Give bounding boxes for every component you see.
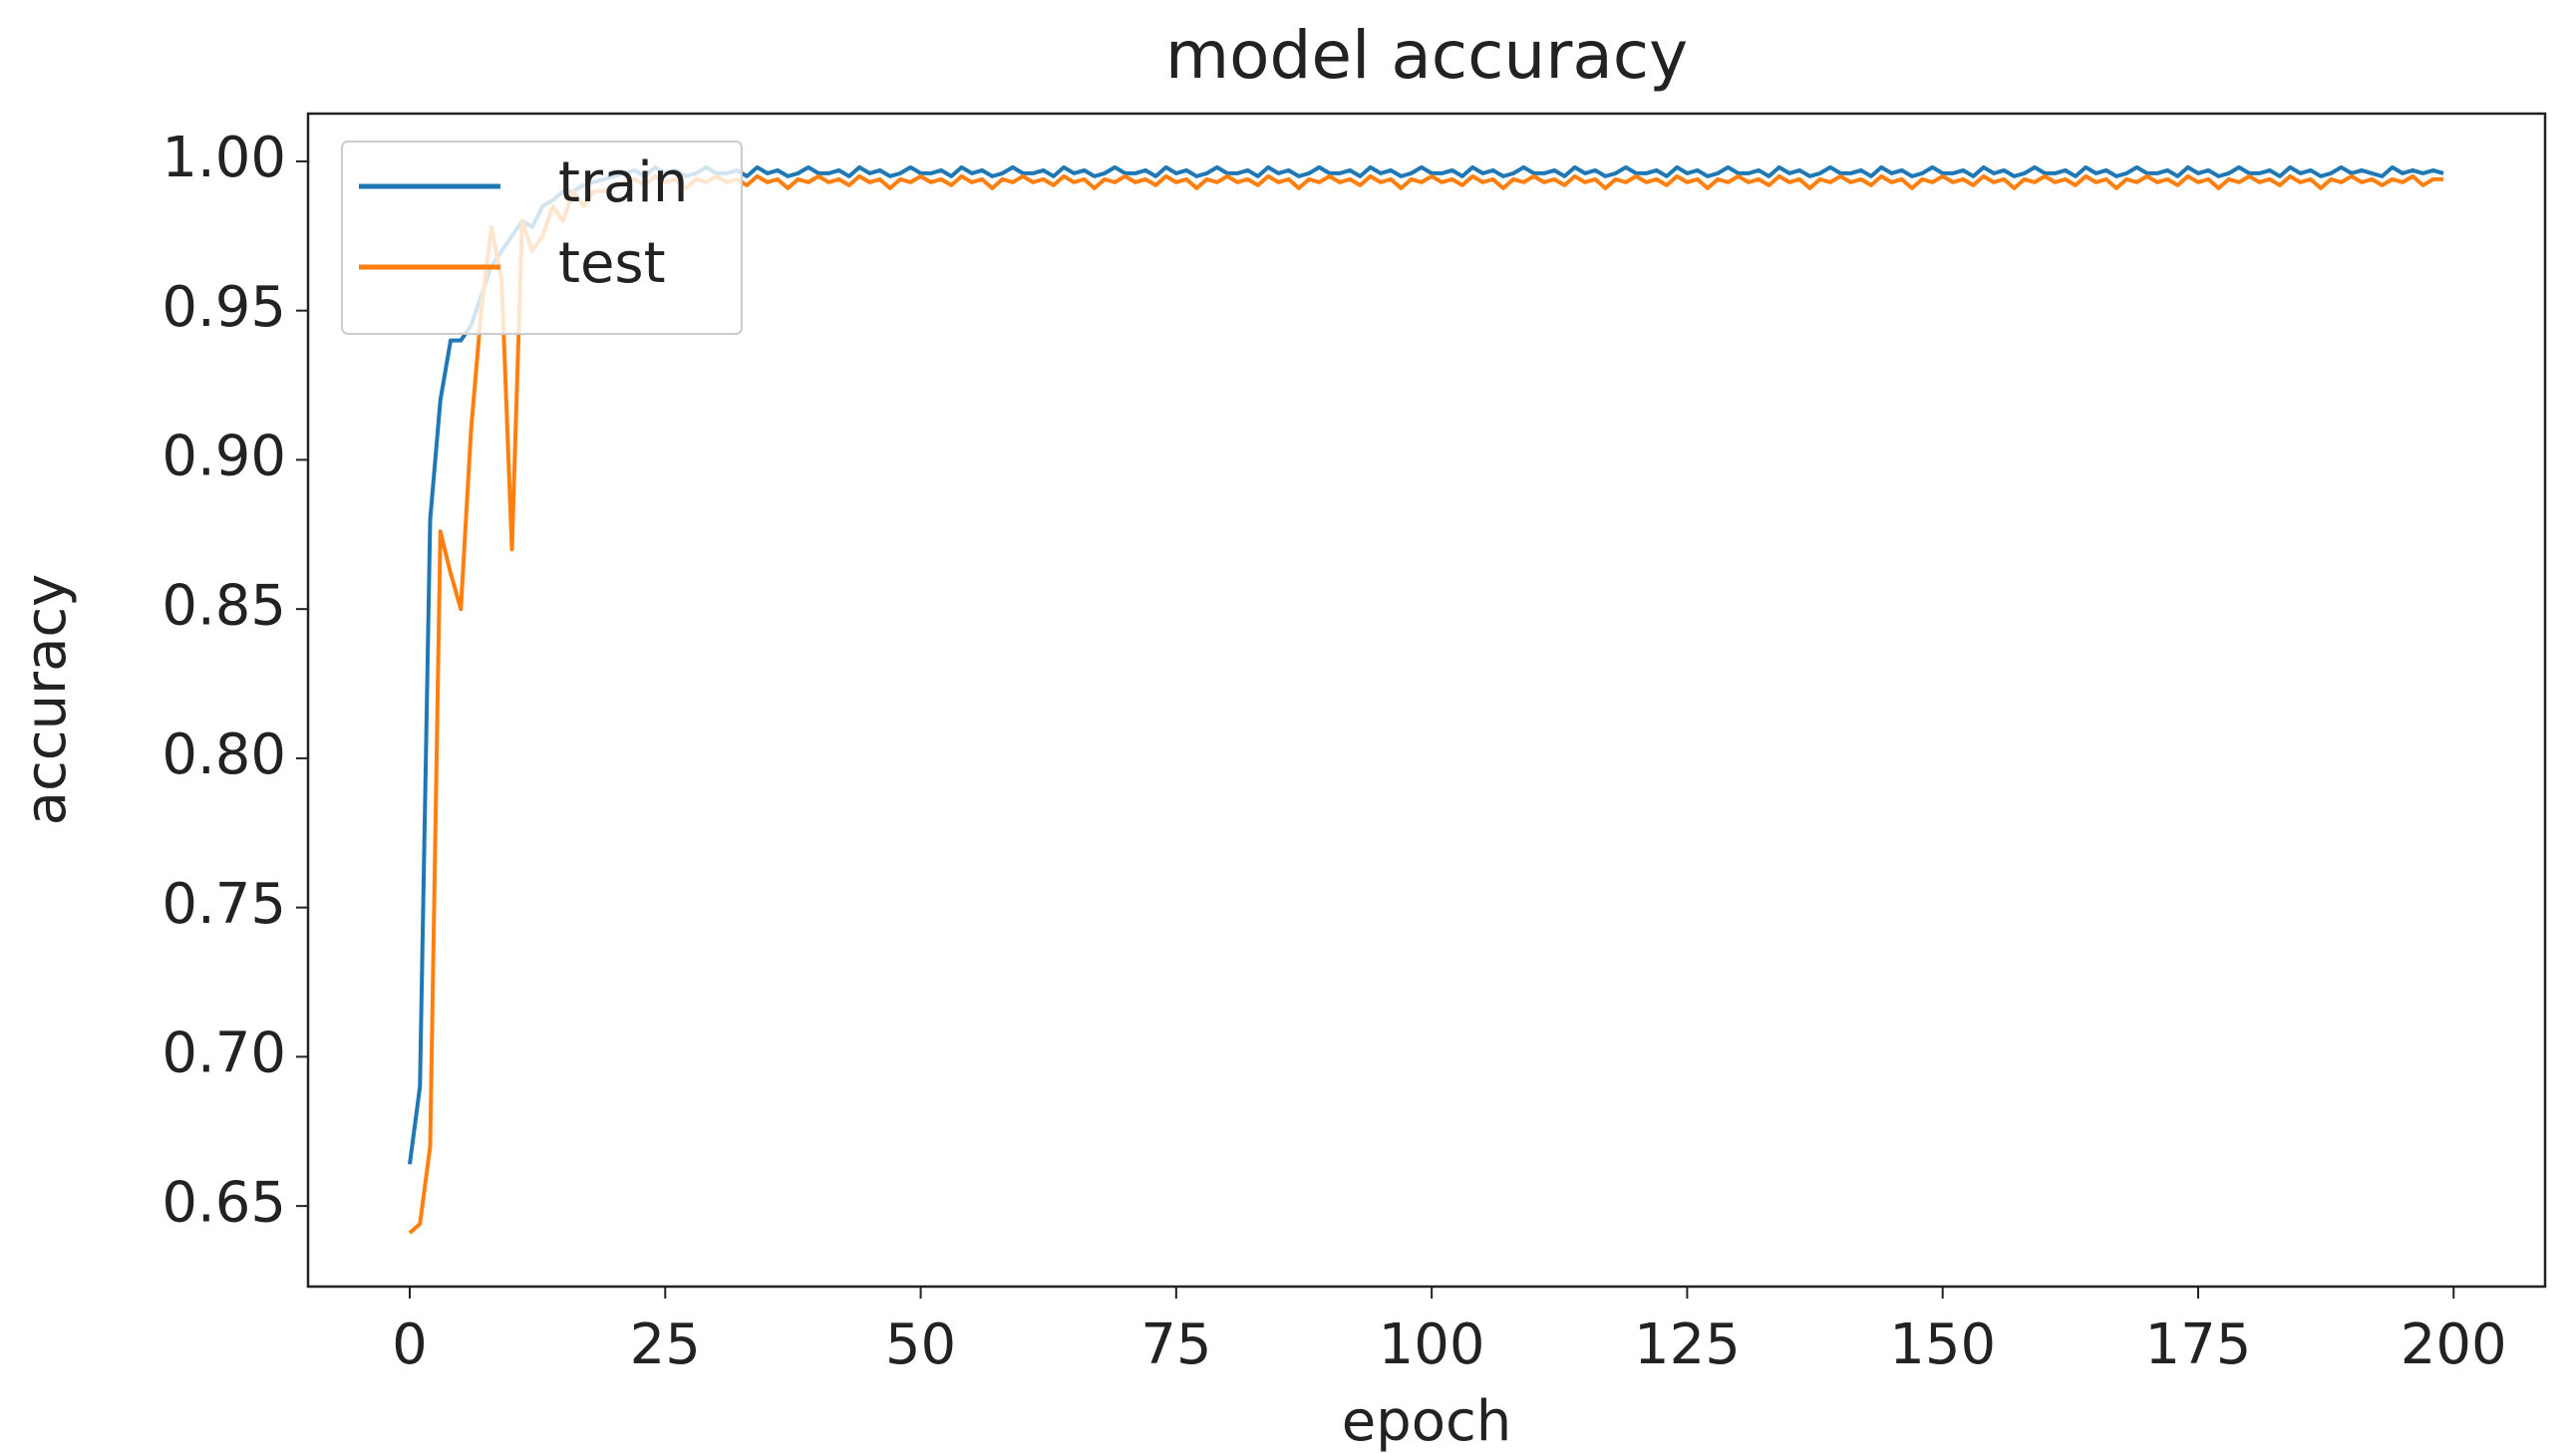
x-tick-label: 100 [1379, 1312, 1485, 1377]
data-line [408, 173, 2443, 1235]
y-tick-label: 0.95 [161, 275, 286, 340]
x-tick-label: 175 [2145, 1312, 2252, 1377]
y-tick-label: 0.85 [161, 573, 286, 638]
x-tick-label: 25 [630, 1312, 701, 1377]
x-tick-label: 75 [1140, 1312, 1211, 1377]
y-tick-label: 0.75 [161, 872, 286, 937]
x-tick-label: 125 [1634, 1312, 1741, 1377]
y-tick-label: 1.00 [161, 126, 286, 190]
data-line [408, 164, 2444, 1165]
chart-title: model accuracy [1165, 17, 1688, 94]
x-axis-label: epoch [1342, 1389, 1512, 1453]
y-tick-label: 0.80 [161, 723, 286, 787]
plot-frame [306, 112, 2547, 1289]
x-tick-label: 0 [392, 1312, 428, 1377]
legend-box [341, 141, 743, 335]
y-tick-label: 0.90 [161, 425, 286, 489]
legend-label: train [558, 150, 688, 215]
x-tick-label: 150 [1889, 1312, 1996, 1377]
y-axis-label: accuracy [14, 574, 79, 826]
x-tick-label: 200 [2401, 1312, 2507, 1377]
legend-label: test [558, 231, 666, 296]
x-tick-label: 50 [885, 1312, 956, 1377]
y-tick-label: 0.65 [161, 1170, 286, 1235]
y-tick-label: 0.70 [161, 1021, 286, 1086]
